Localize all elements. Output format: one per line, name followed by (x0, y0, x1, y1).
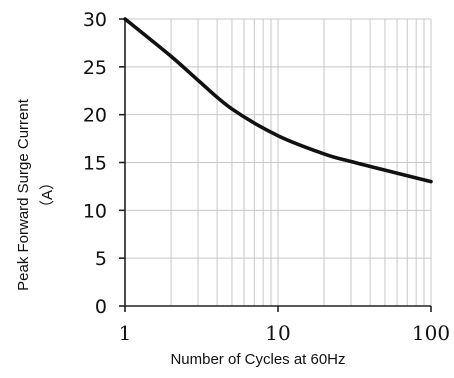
x-tick-label: 1 (119, 321, 132, 345)
y-tick-label: 5 (95, 248, 107, 270)
x-axis-label: Number of Cycles at 60Hz (170, 351, 345, 368)
surge-current-curve (123, 17, 433, 184)
axes (119, 18, 432, 312)
x-tick-label: 10 (265, 321, 290, 345)
x-tick-label: 100 (412, 321, 450, 345)
y-axis-unit: （A） (39, 175, 56, 215)
y-tick-label: 20 (83, 105, 107, 127)
tick-labels: 0 5 10 15 20 25 30 1 10 100 (83, 9, 450, 345)
y-tick-label: 15 (83, 153, 107, 175)
y-tick-label: 25 (83, 57, 107, 79)
y-tick-label: 0 (95, 296, 107, 318)
grid (124, 18, 432, 307)
y-tick-label: 30 (83, 9, 107, 31)
y-axis-label: Peak Forward Surge Current (15, 98, 32, 291)
y-tick-label: 10 (83, 200, 107, 222)
series (123, 17, 433, 184)
